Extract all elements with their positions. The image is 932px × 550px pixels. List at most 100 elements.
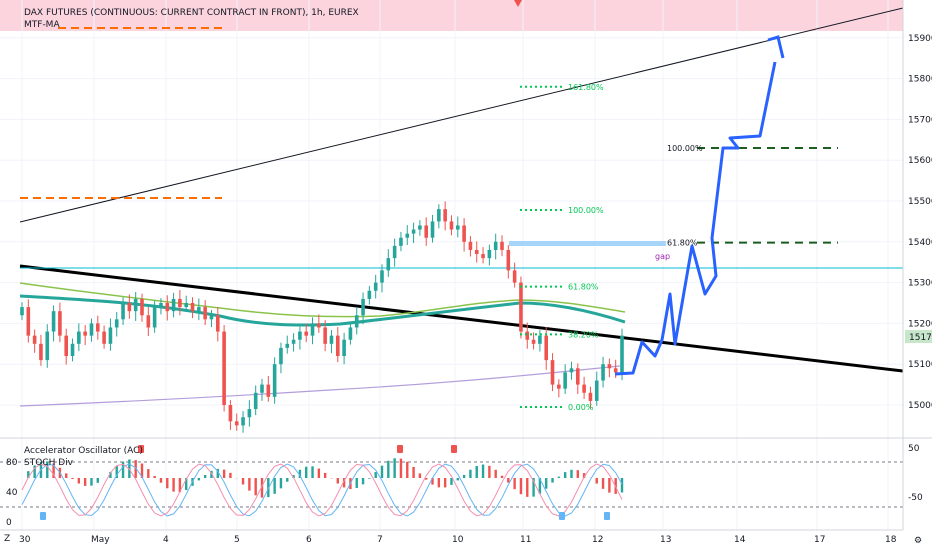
candle-body <box>418 225 422 230</box>
candle-body <box>437 209 441 222</box>
y-tick-label: 15000 <box>908 401 932 411</box>
candle-body <box>310 323 315 336</box>
ac-bar <box>500 475 504 478</box>
ac-bar <box>286 478 289 482</box>
y-tick-label: 15400 <box>908 238 932 248</box>
ac-bar <box>507 478 510 483</box>
candle-body <box>569 368 574 373</box>
candle-body <box>399 237 403 246</box>
ac-bar <box>185 478 188 491</box>
chart-title: DAX FUTURES (CONTINUOUS: CURRENT CONTRAC… <box>24 8 359 18</box>
x-tick-label: 12 <box>592 535 603 545</box>
settings-icon[interactable]: ⚙ <box>914 536 922 546</box>
candle-body <box>146 315 151 328</box>
ac-bar <box>267 478 270 498</box>
ac-bar <box>380 465 384 478</box>
x-tick-label: 14 <box>734 535 746 545</box>
ac-bar <box>526 478 529 497</box>
candle-body <box>260 384 264 393</box>
candle-body <box>544 335 549 361</box>
ac-bar <box>475 465 478 478</box>
ac-bar <box>393 458 396 478</box>
timezone-icon[interactable]: Z <box>4 534 10 544</box>
candle-body <box>525 331 530 340</box>
candle-body <box>83 331 87 336</box>
ac-bar <box>159 478 163 483</box>
ac-bar <box>260 478 264 498</box>
candle-body <box>582 384 586 393</box>
ac-bar <box>557 476 561 478</box>
candle-body <box>323 327 327 344</box>
ac-bar <box>437 478 441 488</box>
candle-body <box>70 343 75 357</box>
candle-body <box>95 323 100 332</box>
x-tick-label: 10 <box>452 535 464 545</box>
ac-bar <box>576 470 579 478</box>
ac-bar <box>197 478 201 481</box>
candle-body <box>329 335 334 344</box>
y-tick-label: 15100 <box>908 360 932 370</box>
candle-body <box>190 303 195 312</box>
candle-body <box>20 307 24 316</box>
ac-bar <box>481 464 485 478</box>
ac-bar <box>456 478 459 481</box>
oscillator-layer: 0 40 80 50 -50 <box>0 444 923 528</box>
candle-body <box>575 368 580 385</box>
candle-body <box>474 249 479 255</box>
candle-body <box>531 339 536 344</box>
grid <box>0 0 903 530</box>
y-tick-label: 15900 <box>908 34 932 44</box>
ac-bar <box>273 478 276 494</box>
candle-body <box>26 307 31 336</box>
candle-body <box>165 303 170 312</box>
ac-bar <box>406 461 409 478</box>
fib-label-2: 100.00% <box>667 144 703 153</box>
ac-bar <box>311 466 314 478</box>
ac-bar <box>222 469 226 478</box>
oscillator-subtitle: STOCH Div <box>24 458 73 468</box>
indicator-name: MTF-MA <box>24 20 60 30</box>
candle-body <box>178 298 182 308</box>
gap-zone <box>509 241 666 246</box>
y-tick-label: 15800 <box>908 75 932 85</box>
ac-bar <box>96 478 99 483</box>
candle-body <box>247 409 252 418</box>
div-marker <box>451 445 457 453</box>
x-tick-label: May <box>91 535 110 545</box>
candle-body <box>462 225 466 242</box>
div-marker <box>138 445 144 453</box>
candle-body <box>550 360 555 385</box>
candle-body <box>304 331 309 336</box>
ac-bar <box>412 467 415 478</box>
candle-body <box>487 249 492 259</box>
candle-body <box>114 319 119 328</box>
candle-body <box>222 331 226 405</box>
candle-body <box>215 315 220 332</box>
lower-trendline <box>19 264 904 373</box>
fib-levels-layer: 161.80% 100.00% 61.80% 38.20% 0.00% 100.00% 61… <box>520 83 838 412</box>
candle-body <box>500 241 504 250</box>
candle-body <box>392 245 397 259</box>
candle-body <box>380 270 384 283</box>
ma-teal-curve <box>19 294 626 327</box>
candle-body <box>405 233 410 238</box>
ac-bar <box>469 469 472 478</box>
candle-body <box>234 421 239 426</box>
candle-body <box>342 339 346 357</box>
ac-bar <box>361 478 365 485</box>
osc-right-tick: -50 <box>908 493 923 503</box>
candle-body <box>411 229 416 234</box>
ac-bar <box>323 472 327 478</box>
candle-body <box>253 392 258 410</box>
div-marker <box>604 512 610 520</box>
x-tick-label: 7 <box>377 535 383 545</box>
ac-bar <box>317 468 321 478</box>
ac-bar <box>140 463 144 478</box>
ac-bar <box>121 461 125 478</box>
candle-body <box>594 380 599 401</box>
candle-body <box>519 282 523 332</box>
candle-body <box>348 327 353 340</box>
candle-body <box>563 372 567 389</box>
candle-body <box>266 384 271 397</box>
